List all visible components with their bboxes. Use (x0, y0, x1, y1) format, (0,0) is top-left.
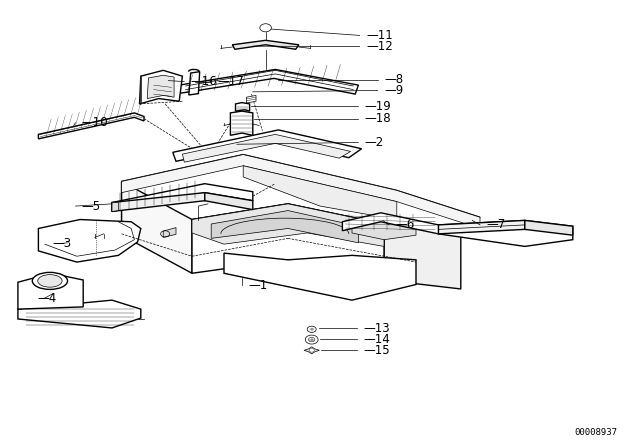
Text: —14: —14 (364, 332, 390, 346)
Polygon shape (112, 184, 253, 211)
Polygon shape (140, 70, 182, 104)
Circle shape (309, 349, 314, 352)
Polygon shape (122, 155, 480, 235)
Polygon shape (192, 204, 384, 246)
Polygon shape (384, 224, 461, 289)
Polygon shape (38, 220, 141, 262)
Ellipse shape (32, 272, 68, 289)
Text: —1: —1 (248, 279, 268, 292)
Polygon shape (211, 211, 358, 243)
Polygon shape (147, 75, 174, 99)
Polygon shape (122, 155, 480, 228)
Polygon shape (163, 228, 176, 237)
Text: —19: —19 (365, 99, 392, 113)
Polygon shape (38, 113, 144, 139)
Text: —11: —11 (366, 29, 393, 42)
Text: —2: —2 (365, 136, 384, 149)
Text: —7: —7 (486, 218, 506, 232)
Polygon shape (224, 253, 416, 300)
Text: —13: —13 (364, 322, 390, 335)
Text: —8: —8 (384, 73, 403, 86)
Polygon shape (112, 193, 205, 211)
Text: 00008937: 00008937 (575, 428, 618, 437)
Polygon shape (438, 220, 525, 234)
Polygon shape (18, 273, 83, 309)
Polygon shape (243, 166, 397, 220)
Polygon shape (140, 76, 141, 104)
Polygon shape (205, 193, 253, 210)
Text: —10: —10 (82, 116, 109, 129)
Text: —4: —4 (37, 292, 56, 306)
Polygon shape (438, 220, 573, 246)
Polygon shape (232, 40, 299, 49)
Polygon shape (189, 72, 200, 95)
Polygon shape (230, 111, 253, 135)
Ellipse shape (38, 275, 62, 287)
Circle shape (308, 337, 315, 342)
Polygon shape (179, 69, 358, 94)
Text: —3: —3 (52, 237, 72, 250)
Polygon shape (173, 130, 362, 161)
Polygon shape (112, 202, 118, 211)
Text: —18: —18 (365, 112, 392, 125)
Text: —17: —17 (218, 75, 244, 88)
Polygon shape (18, 300, 141, 328)
Polygon shape (122, 181, 192, 273)
Text: —16: —16 (191, 75, 218, 88)
Polygon shape (525, 220, 573, 235)
Text: —6: —6 (396, 218, 415, 232)
Text: —15: —15 (364, 344, 390, 357)
Polygon shape (342, 213, 438, 234)
Text: —5: —5 (82, 199, 101, 213)
Circle shape (307, 326, 316, 332)
Text: —9: —9 (384, 84, 403, 97)
Text: —12: —12 (366, 40, 393, 53)
Polygon shape (182, 134, 351, 162)
Circle shape (305, 335, 318, 344)
Polygon shape (192, 204, 384, 280)
Polygon shape (236, 103, 250, 111)
Polygon shape (246, 95, 256, 103)
Circle shape (260, 24, 271, 32)
Polygon shape (304, 347, 319, 354)
Polygon shape (352, 220, 416, 240)
